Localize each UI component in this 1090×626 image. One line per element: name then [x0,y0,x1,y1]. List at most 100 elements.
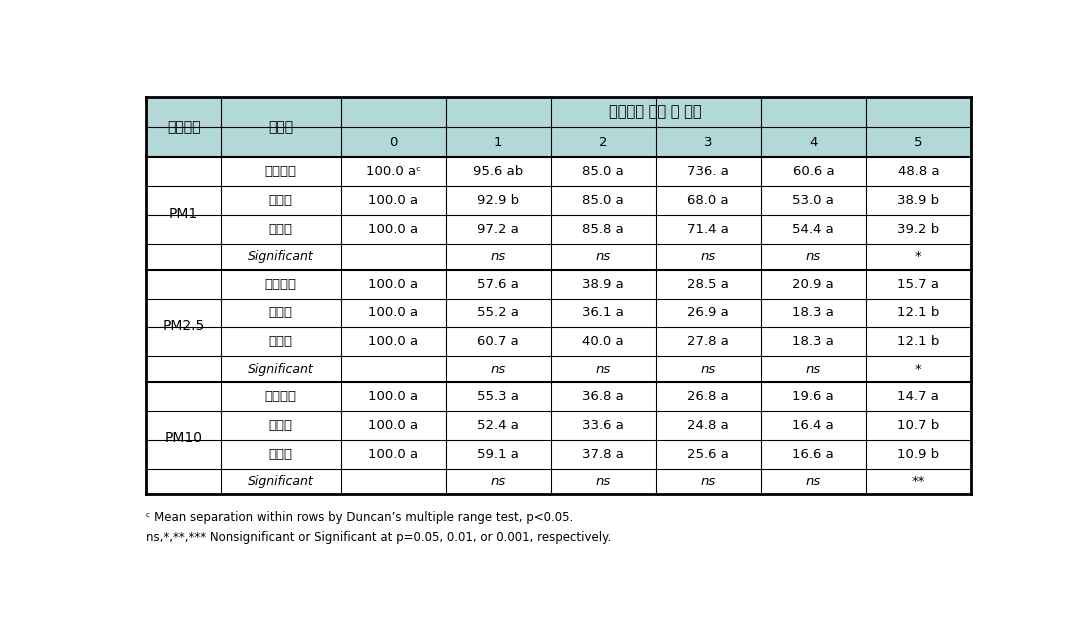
Text: 100.0 a: 100.0 a [368,223,419,236]
Bar [341,270,446,299]
Bar [146,270,221,382]
Text: 오이풀: 오이풀 [269,223,293,236]
Bar [550,468,656,495]
Bar [656,270,761,299]
Bar [446,356,550,382]
Bar [341,215,446,244]
Bar [446,382,550,411]
Text: *: * [915,250,922,264]
Text: 24.8 a: 24.8 a [688,419,729,432]
Bar [865,186,971,215]
Bar [865,127,971,157]
Bar [550,382,656,411]
Text: 100.0 a: 100.0 a [368,390,419,403]
Bar [221,270,341,299]
Text: 53.0 a: 53.0 a [792,194,834,207]
Bar [656,439,761,468]
Text: 2: 2 [600,136,607,149]
Text: ns,*,**,*** Nonsignificant or Significant at p=0.05, 0.01, or 0.001, respectivel: ns,*,**,*** Nonsignificant or Significan… [146,531,611,543]
Bar [446,270,550,299]
Text: 55.2 a: 55.2 a [477,307,519,319]
Text: 14.7 a: 14.7 a [897,390,940,403]
Bar [341,356,446,382]
Bar [656,411,761,439]
Bar [341,127,446,157]
Text: Significant: Significant [247,475,314,488]
Bar [341,244,446,270]
Text: ns: ns [490,475,506,488]
Text: ns: ns [701,362,716,376]
Bar [146,157,221,270]
Bar [221,299,341,327]
Text: 12.1 b: 12.1 b [897,336,940,348]
Bar [865,382,971,411]
Text: 27.8 a: 27.8 a [688,336,729,348]
Text: 19.6 a: 19.6 a [792,390,834,403]
Text: 3: 3 [704,136,713,149]
Bar [761,439,865,468]
Bar [221,439,341,468]
Bar [221,97,341,157]
Text: 36.1 a: 36.1 a [582,307,625,319]
Bar [550,157,656,186]
Text: 눈개승마: 눈개승마 [265,165,296,178]
Text: 52.4 a: 52.4 a [477,419,519,432]
Text: 100.0 a: 100.0 a [368,419,419,432]
Text: ns: ns [806,250,821,264]
Bar [341,468,446,495]
Text: 오이풀: 오이풀 [269,336,293,348]
Text: ns: ns [806,475,821,488]
Text: 38.9 b: 38.9 b [897,194,940,207]
Text: 눈개승마: 눈개승마 [265,390,296,403]
Text: ns: ns [701,250,716,264]
Text: 18.3 a: 18.3 a [792,307,834,319]
Bar [221,356,341,382]
Bar [341,299,446,327]
Bar [221,382,341,411]
Text: *: * [915,362,922,376]
Text: 85.0 a: 85.0 a [582,165,625,178]
Bar [761,186,865,215]
Text: 100.0 a: 100.0 a [368,336,419,348]
Text: 59.1 a: 59.1 a [477,448,519,461]
Bar [865,468,971,495]
Bar [341,439,446,468]
Bar [865,215,971,244]
Text: 85.8 a: 85.8 a [582,223,625,236]
Text: 큰뱀무: 큰뱀무 [269,307,293,319]
Bar [446,299,550,327]
Bar [761,299,865,327]
Bar [761,215,865,244]
Text: 36.8 a: 36.8 a [582,390,625,403]
Bar [656,157,761,186]
Bar [761,244,865,270]
Bar [761,157,865,186]
Text: PM2.5: PM2.5 [162,319,205,333]
Bar [865,327,971,356]
Text: 100.0 aᶜ: 100.0 aᶜ [365,165,421,178]
Bar [761,327,865,356]
Text: 40.0 a: 40.0 a [582,336,625,348]
Text: 식물명: 식물명 [268,120,293,134]
Text: 100.0 a: 100.0 a [368,448,419,461]
Bar [550,270,656,299]
Bar [656,356,761,382]
Bar [656,127,761,157]
Text: 48.8 a: 48.8 a [897,165,940,178]
Text: 100.0 a: 100.0 a [368,194,419,207]
Text: **: ** [911,475,925,488]
Text: 눈개승마: 눈개승마 [265,277,296,290]
Bar [446,411,550,439]
Text: 5: 5 [915,136,922,149]
Bar [221,468,341,495]
Text: Significant: Significant [247,362,314,376]
Text: 0: 0 [389,136,398,149]
Bar [865,299,971,327]
Text: 26.9 a: 26.9 a [688,307,729,319]
Text: 39.2 b: 39.2 b [897,223,940,236]
Bar [446,327,550,356]
Text: 12.1 b: 12.1 b [897,307,940,319]
Text: Significant: Significant [247,250,314,264]
Text: 16.4 a: 16.4 a [792,419,834,432]
Text: PM1: PM1 [169,207,198,220]
